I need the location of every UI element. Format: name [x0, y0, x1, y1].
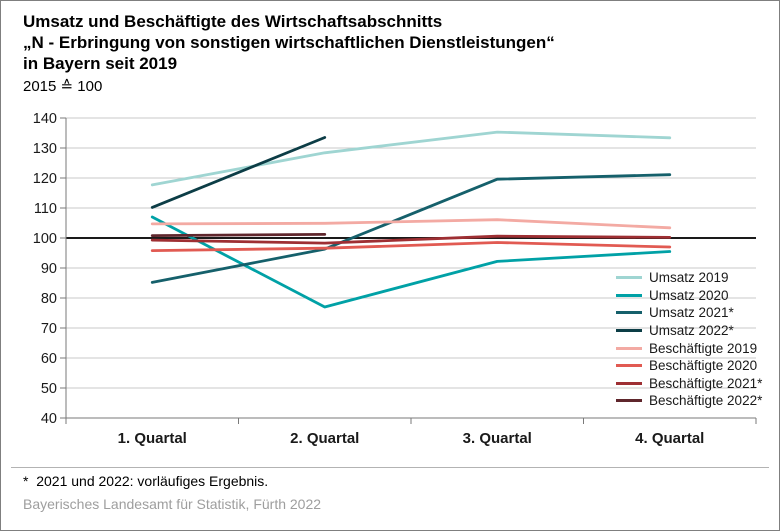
series-line-umsatz-2021: [150, 173, 672, 284]
y-tick-label: 50: [41, 381, 57, 397]
legend-label-umsatz-2019: Umsatz 2019: [649, 270, 729, 286]
series-line-umsatz-2022: [150, 136, 327, 209]
legend-label-beschäftigte-2019: Beschäftigte 2019: [649, 340, 758, 356]
y-tick-label: 60: [41, 351, 57, 367]
footnote-divider: [11, 467, 769, 468]
series-line-beschäftigte-2022: [150, 232, 327, 238]
series-line-beschäftigte-2021: [150, 234, 672, 245]
legend-swatch-beschäftigte-2021: [616, 381, 642, 385]
y-tick-label: 140: [33, 111, 57, 127]
legend-swatch-umsatz-2021: [616, 311, 642, 315]
y-tick-label: 80: [41, 291, 57, 307]
series-line-beschäftigte-2020: [150, 241, 672, 253]
legend-swatch-beschäftigte-2022: [616, 399, 642, 403]
y-tick-label: 70: [41, 321, 57, 337]
line-chart: 40 50 60 70 80 90 100 110 120 130 140 1. Quartal 2. …: [33, 111, 757, 447]
legend-label-umsatz-2020: Umsatz 2020: [649, 287, 729, 303]
legend-item-umsatz-2020: Umsatz 2020: [616, 287, 762, 305]
legend-label-beschäftigte-2022: Beschäftigte 2022*: [649, 393, 763, 409]
source: Bayerisches Landesamt für Statistik, Für…: [23, 496, 322, 512]
y-tick-label: 40: [41, 411, 57, 427]
series-line-umsatz-2019: [150, 130, 672, 187]
chart-title-line-2: „N - Erbringung von sonstigen wirtschaft…: [23, 33, 555, 52]
legend-label-umsatz-2022: Umsatz 2022*: [649, 323, 734, 339]
chart-title: Umsatz und Beschäftigte des Wirtschaftsa…: [23, 11, 555, 74]
legend-item-umsatz-2022: Umsatz 2022*: [616, 322, 762, 340]
chart-legend: Umsatz 2019 Umsatz 2020 Umsatz 2021* Umsatz…: [616, 269, 762, 410]
y-tick-label: 120: [33, 171, 57, 187]
legend-swatch-umsatz-2019: [616, 276, 642, 280]
x-tick-label: 2. Quartal: [290, 430, 359, 447]
legend-item-beschäftigte-2022: Beschäftigte 2022*: [616, 392, 762, 410]
chart-subtitle: 2015 ≙ 100: [23, 78, 103, 95]
legend-item-beschäftigte-2019: Beschäftigte 2019: [616, 339, 762, 357]
footnote: * 2021 und 2022: vorläufiges Ergebnis.: [23, 473, 269, 489]
x-tick-label: 1. Quartal: [118, 430, 187, 447]
x-tick-label: 4. Quartal: [635, 430, 704, 447]
legend-item-umsatz-2021: Umsatz 2021*: [616, 304, 762, 322]
legend-swatch-umsatz-2022: [616, 329, 642, 333]
x-tick-label: 3. Quartal: [463, 430, 532, 447]
series-line-beschäftigte-2019: [150, 218, 672, 230]
legend-label-beschäftigte-2021: Beschäftigte 2021*: [649, 375, 763, 391]
legend-label-beschäftigte-2020: Beschäftigte 2020: [649, 358, 758, 374]
chart-title-line-3: in Bayern seit 2019: [23, 54, 178, 73]
series-line-umsatz-2020: [150, 215, 672, 309]
legend-swatch-beschäftigte-2020: [616, 364, 642, 368]
legend-swatch-umsatz-2020: [616, 293, 642, 297]
legend-swatch-beschäftigte-2019: [616, 346, 642, 350]
y-tick-label: 100: [33, 231, 57, 247]
legend-label-umsatz-2021: Umsatz 2021*: [649, 305, 734, 321]
chart-title-line-1: Umsatz und Beschäftigte des Wirtschaftsa…: [23, 12, 443, 31]
legend-item-beschäftigte-2020: Beschäftigte 2020: [616, 357, 762, 375]
legend-item-beschäftigte-2021: Beschäftigte 2021*: [616, 375, 762, 393]
y-tick-label: 130: [33, 141, 57, 157]
legend-item-umsatz-2019: Umsatz 2019: [616, 269, 762, 287]
y-tick-label: 110: [34, 201, 57, 217]
y-tick-label: 90: [41, 261, 57, 277]
